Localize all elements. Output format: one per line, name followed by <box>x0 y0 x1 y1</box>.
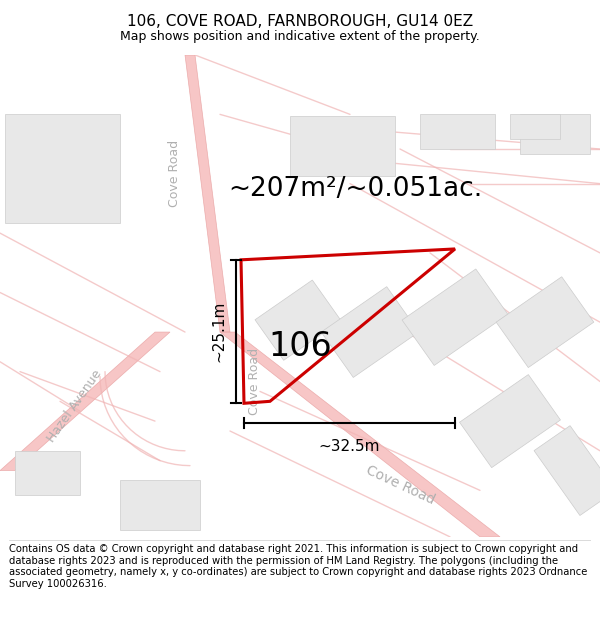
Text: Cove Road: Cove Road <box>169 140 182 208</box>
Text: ~32.5m: ~32.5m <box>319 439 380 454</box>
Text: Contains OS data © Crown copyright and database right 2021. This information is : Contains OS data © Crown copyright and d… <box>9 544 587 589</box>
Text: Hazel Avenue: Hazel Avenue <box>45 368 105 445</box>
Polygon shape <box>290 116 395 176</box>
Polygon shape <box>185 55 230 332</box>
Polygon shape <box>321 287 419 378</box>
Polygon shape <box>510 114 560 139</box>
Polygon shape <box>402 269 508 366</box>
Text: Cove Road: Cove Road <box>364 463 437 508</box>
Polygon shape <box>5 114 120 223</box>
Text: ~207m²/~0.051ac.: ~207m²/~0.051ac. <box>228 176 482 202</box>
Text: Map shows position and indicative extent of the property.: Map shows position and indicative extent… <box>120 30 480 43</box>
Text: 106, COVE ROAD, FARNBOROUGH, GU14 0EZ: 106, COVE ROAD, FARNBOROUGH, GU14 0EZ <box>127 14 473 29</box>
Polygon shape <box>255 280 341 360</box>
Polygon shape <box>520 114 590 154</box>
Text: ~25.1m: ~25.1m <box>211 301 226 362</box>
Polygon shape <box>120 481 200 530</box>
Text: 106: 106 <box>268 331 332 363</box>
Polygon shape <box>534 426 600 516</box>
Text: Cove Road: Cove Road <box>248 348 262 415</box>
Polygon shape <box>420 114 495 149</box>
Polygon shape <box>496 277 594 368</box>
Polygon shape <box>0 332 170 471</box>
Polygon shape <box>220 332 500 537</box>
Polygon shape <box>15 451 80 496</box>
Polygon shape <box>460 374 560 468</box>
